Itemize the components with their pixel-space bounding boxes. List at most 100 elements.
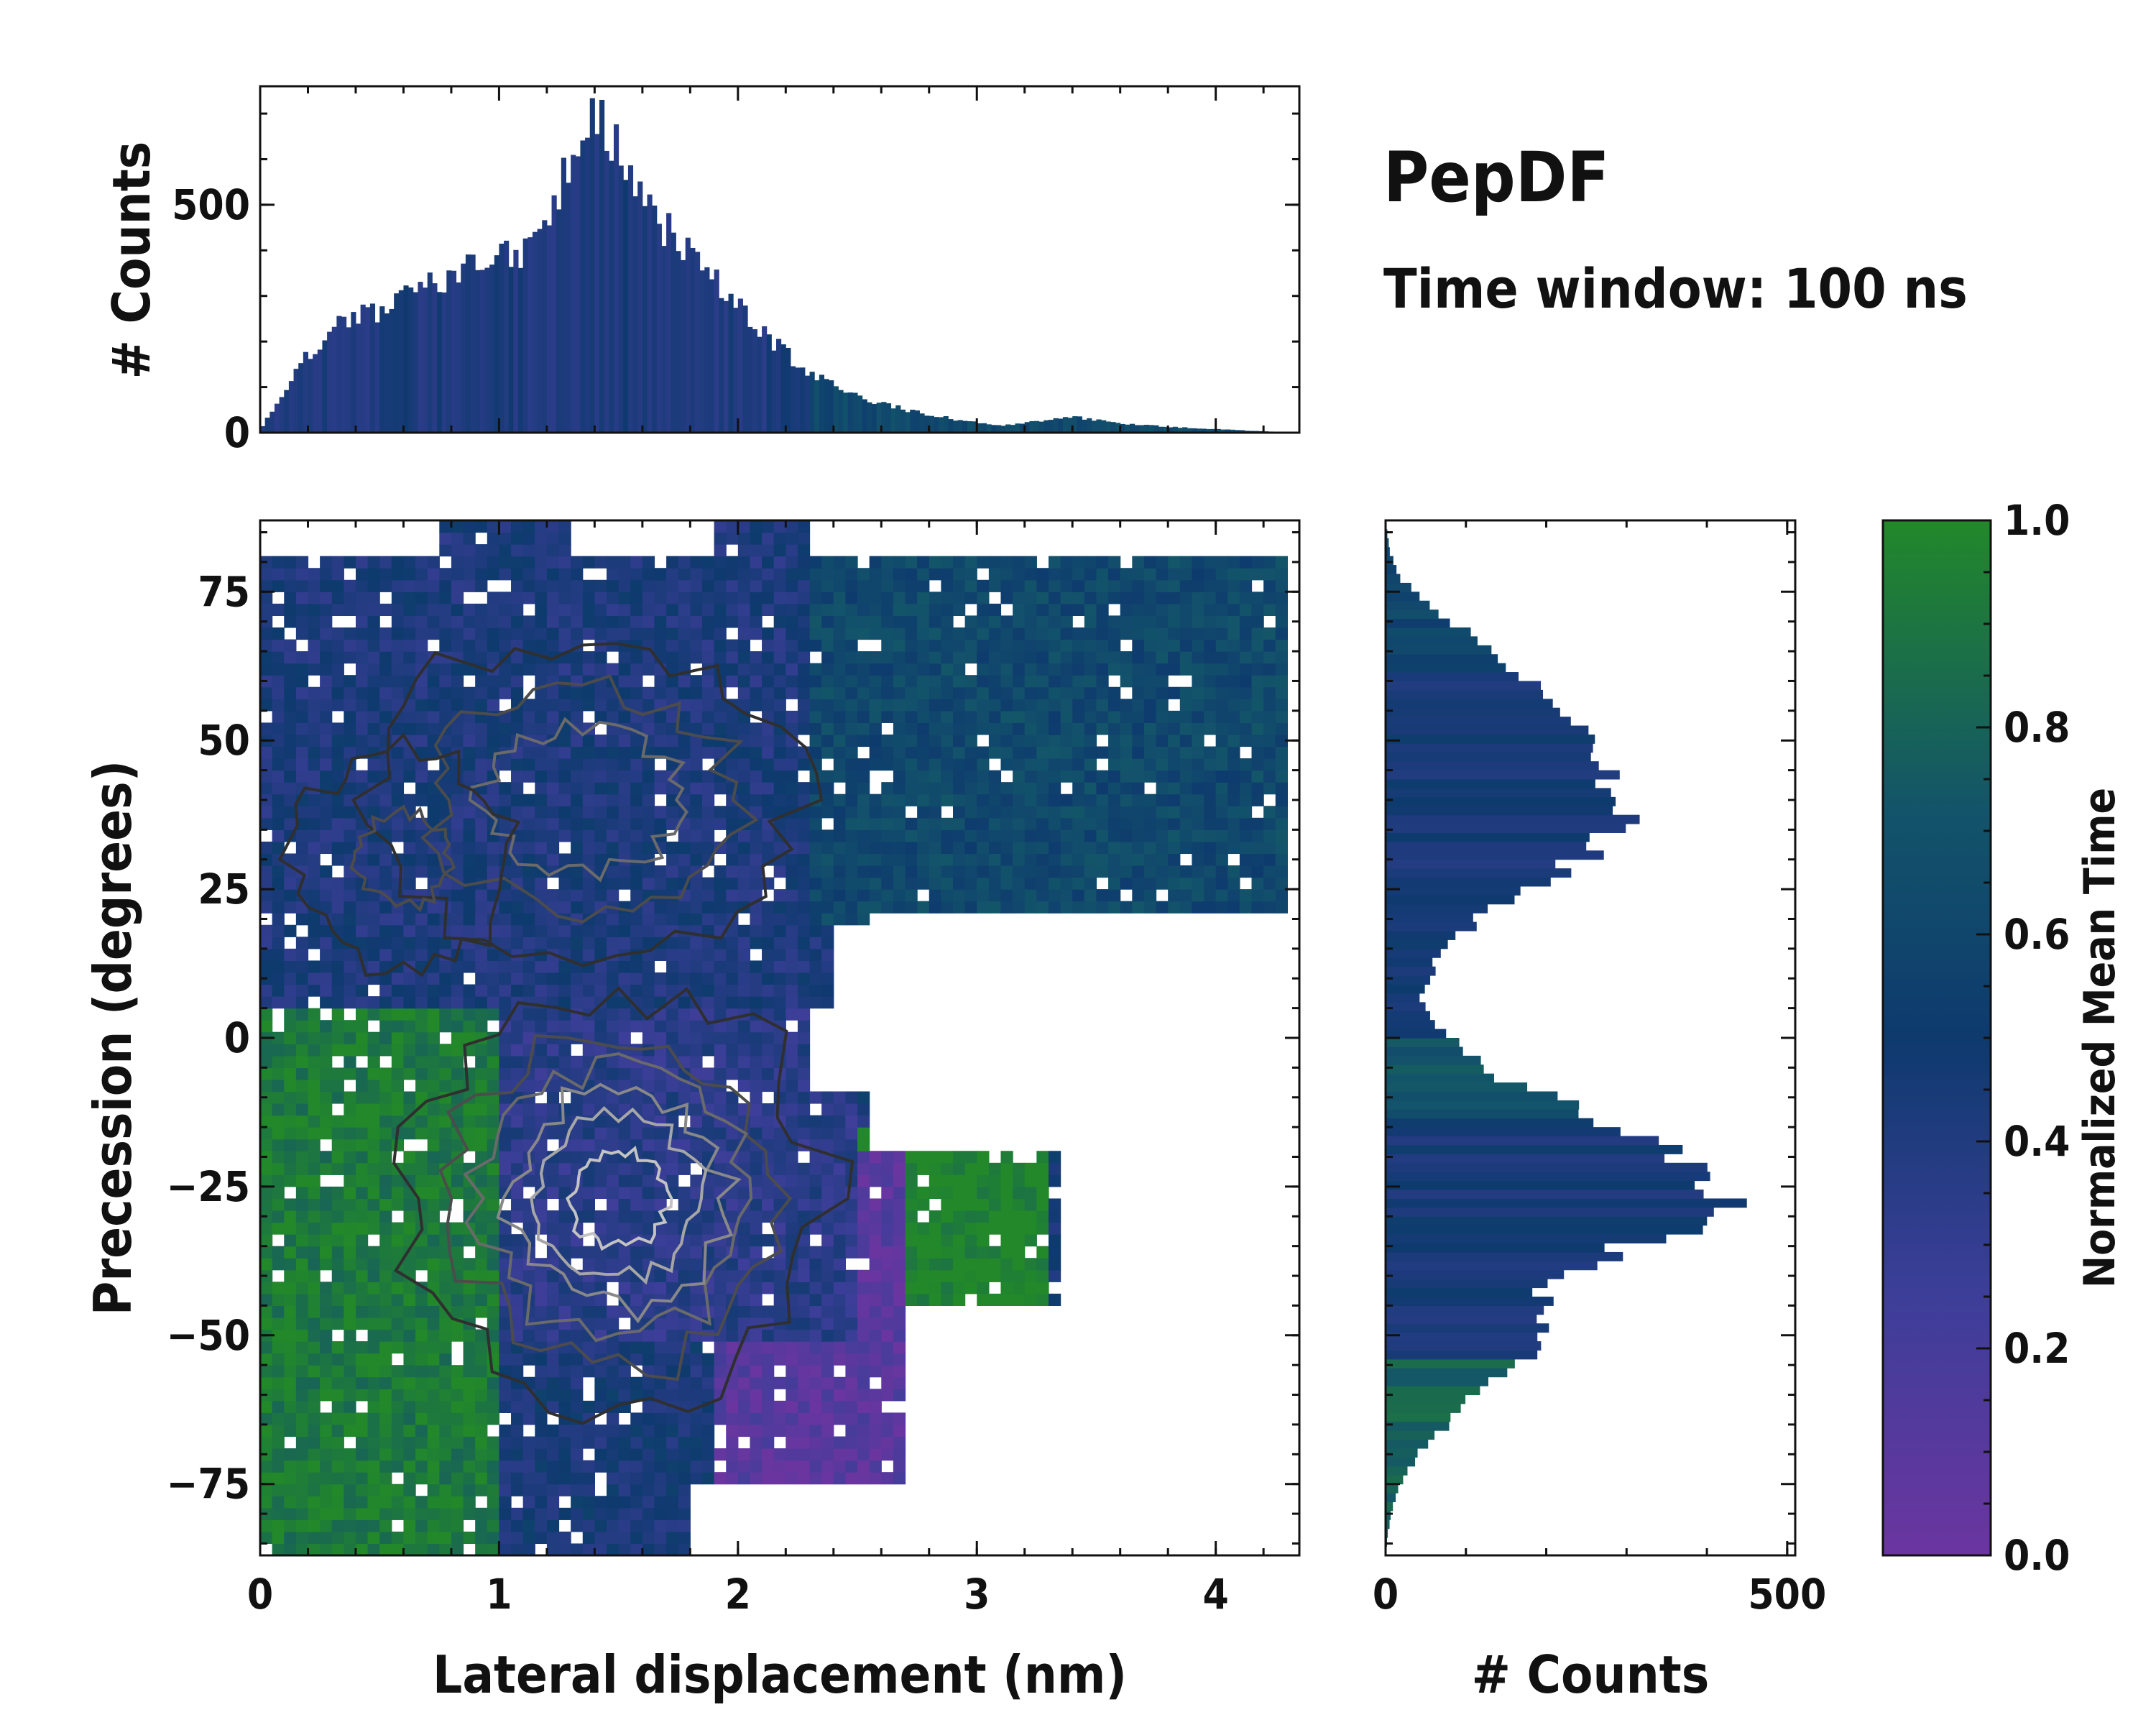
heatmap-cell [917,1269,930,1282]
heatmap-cell [857,853,870,866]
heatmap-cell [344,1412,356,1425]
heatmap-cell [1024,889,1037,902]
heatmap-cell [499,1543,512,1555]
heatmap-cell [1013,675,1026,688]
heatmap-cell [737,1282,751,1294]
heatmap-cell [666,568,679,581]
top-histogram-bar [676,251,681,433]
heatmap-cell [630,770,643,783]
heatmap-cell [260,699,273,712]
heatmap-cell [558,1460,571,1473]
heatmap-cell [726,1412,739,1425]
heatmap-cell [714,651,727,664]
heatmap-cell [522,579,535,592]
heatmap-cell [797,1103,811,1116]
heatmap-cell [355,1531,369,1545]
heatmap-cell [511,615,524,628]
top-histogram-bar [972,421,977,433]
heatmap-cell [750,841,763,855]
heatmap-cell [344,1507,356,1520]
heatmap-cell [367,1543,380,1555]
heatmap-cell [463,1389,476,1402]
heatmap-cell [845,568,858,581]
heatmap-cell [367,1138,380,1151]
heatmap-cell [499,556,512,569]
heatmap-cell [737,1151,751,1164]
heatmap-cell [737,1020,751,1033]
heatmap-cell [522,972,535,985]
heatmap-cell [391,1079,405,1092]
heatmap-cell [618,686,631,699]
heatmap-cell [953,663,966,676]
top-histogram-bar [1005,424,1011,433]
heatmap-cell [630,1210,643,1223]
top-histogram-bar [609,160,614,433]
heatmap-cell [726,579,739,592]
heatmap-cell [1048,877,1061,890]
heatmap-cell [750,794,763,806]
heatmap-cell [415,1079,428,1092]
heatmap-cell [845,1222,858,1235]
heatmap-cell [535,1020,548,1033]
heatmap-cell [809,710,822,723]
heatmap-cell [379,1448,392,1461]
heatmap-cell [571,746,584,759]
heatmap-cell [284,1424,297,1438]
heatmap-cell [344,817,356,830]
top-histogram-bar [943,416,949,433]
top-histogram-bar [1163,426,1169,433]
heatmap-cell [594,1317,607,1330]
heatmap-cell [1013,1269,1026,1282]
heatmap-cell [750,615,763,628]
heatmap-cell [701,913,715,926]
heatmap-cell [355,1293,369,1307]
heatmap-cell [272,1353,285,1366]
heatmap-cell [881,889,894,902]
heatmap-cell [1048,1198,1061,1211]
heatmap-cell [415,1246,428,1259]
heatmap-cell [535,1353,548,1366]
heatmap-cell [415,984,428,997]
heatmap-cell [750,1079,763,1092]
heatmap-cell [714,615,727,628]
heatmap-cell [475,960,488,973]
heatmap-cell [403,1008,416,1021]
heatmap-cell [463,627,476,640]
heatmap-cell [666,1484,679,1496]
heatmap-cell [690,639,703,652]
heatmap-cell [308,1210,321,1223]
heatmap-cell [666,865,679,878]
heatmap-cell [701,794,715,806]
heatmap-cell [701,699,715,712]
heatmap-cell [499,1389,512,1402]
heatmap-cell [415,1412,428,1425]
heatmap-cell [308,1305,321,1318]
heatmap-cell [535,806,548,819]
heatmap-cell [809,1198,822,1211]
heatmap-cell [439,1472,452,1485]
heatmap-cell [427,1246,440,1259]
heatmap-cell [535,1376,548,1389]
heatmap-cell [869,1151,882,1164]
heatmap-cell [857,901,870,914]
top-histogram-bar [704,267,710,433]
heatmap-cell [701,817,715,830]
heatmap-cell [714,1055,727,1068]
heatmap-cell [284,1329,297,1342]
heatmap-cell [487,1543,500,1555]
heatmap-cell [941,877,954,890]
heatmap-cell [415,841,428,855]
heatmap-cell [379,1079,392,1092]
heatmap-cell [941,675,954,688]
heatmap-cell [308,1067,321,1080]
heatmap-cell [618,758,631,771]
heatmap-cell [762,1329,775,1342]
heatmap-cell [869,817,882,830]
heatmap-cell [320,1031,333,1044]
heatmap-cell [833,1412,847,1425]
heatmap-cell [857,1329,870,1342]
heatmap-cell [451,960,464,973]
heatmap-cell [881,1329,894,1342]
heatmap-cell [344,1222,356,1235]
heatmap-cell [391,556,405,569]
